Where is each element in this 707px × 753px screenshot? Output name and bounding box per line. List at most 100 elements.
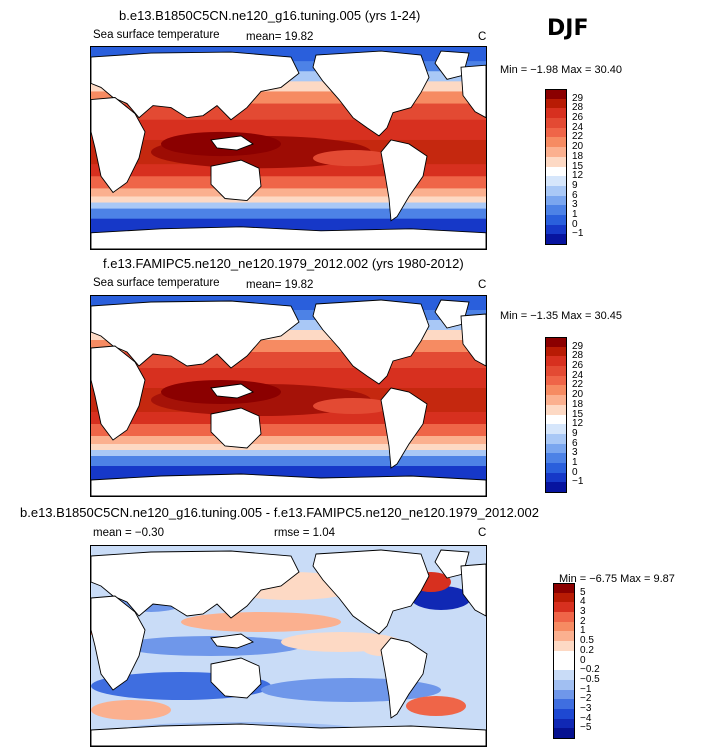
colorbar-tick-label: 29 [572, 340, 584, 352]
colorbar-tick-label: −1 [580, 683, 592, 695]
panel-1-variable: Sea surface temperature [93, 29, 220, 41]
antarctica-landmass [91, 723, 486, 746]
colorbar-swatch [545, 375, 567, 386]
colorbar-swatch [545, 166, 567, 177]
colorbar-tick-label: −5 [580, 722, 592, 734]
europe-africa-east-landmass [460, 64, 486, 119]
colorbar-swatch [553, 631, 575, 642]
panel-3-rmse: rmse = 1.04 [274, 527, 336, 539]
colorbar-tick-label: 9 [572, 427, 578, 439]
colorbar-tick-label: 1 [572, 456, 578, 468]
colorbar-tick-label: −1 [572, 476, 584, 488]
diff-patch [121, 636, 301, 656]
colorbar-tick-label: 6 [572, 189, 578, 201]
colorbar-swatch [553, 641, 575, 652]
maritime-continent-islands [210, 633, 254, 649]
colorbar-swatch [545, 462, 567, 474]
colorbar-tick-label: −0.2 [580, 664, 600, 676]
colorbar-tick-label: 28 [572, 350, 584, 362]
sst-latitude-band [91, 424, 486, 437]
colorbar-tick-label: 1 [572, 208, 578, 220]
panel-1-title: b.e13.B1850C5CN.ne120_g16.tuning.005 (yr… [119, 8, 421, 23]
sst-latitude-band [91, 330, 486, 341]
africa-landmass [91, 97, 146, 194]
colorbar-swatch [545, 205, 567, 216]
australia-landmass [210, 407, 262, 449]
colorbar-tick-label: 5 [580, 586, 586, 598]
panel-1-minmax: Min = −1.98 Max = 30.40 [500, 64, 622, 76]
colorbar-tick-label: 2 [580, 615, 586, 627]
colorbar-tick-label: 22 [572, 131, 584, 143]
colorbar-swatch [553, 679, 575, 691]
australia-landmass [210, 159, 262, 201]
continents [91, 549, 486, 746]
panel-2-colorbar: 29 28 26 24 22 20 18 15 12 9 6 3 1 0 −1 [545, 337, 605, 493]
south-america-landmass [380, 637, 428, 719]
colorbar-tick-label: 12 [572, 170, 584, 182]
colorbar-tick-label: 24 [572, 121, 584, 133]
colorbar-tick-label: 18 [572, 150, 584, 162]
colorbar-swatch [545, 453, 567, 464]
colorbar-swatch [545, 346, 567, 357]
colorbar-tick-label: 1 [580, 625, 586, 637]
colorbar-swatch [545, 234, 567, 245]
sst-latitude-band [91, 450, 486, 457]
cold-tongue-patch [313, 150, 393, 167]
cold-tongue-patch [313, 398, 393, 414]
colorbar-swatch [553, 612, 575, 623]
sst-latitude-band [91, 436, 486, 445]
sst-latitude-band [91, 176, 486, 189]
colorbar-tick-label: 0 [572, 218, 578, 230]
sst-latitude-band [91, 202, 486, 210]
sst-latitude-band [91, 196, 486, 204]
panel-2-map [90, 295, 487, 497]
colorbar-swatch [553, 660, 575, 671]
panel-3-minmax: Min = −6.75 Max = 9.87 [559, 573, 675, 585]
sst-latitude-band [91, 444, 486, 451]
panel-3-units: C [478, 527, 487, 539]
season-label: DJF [547, 16, 589, 41]
antarctica-landmass [91, 226, 486, 249]
colorbar-swatch [545, 127, 567, 138]
colorbar-swatch [545, 98, 567, 109]
colorbar-tick-label: 15 [572, 160, 584, 172]
colorbar-swatch [545, 472, 567, 483]
colorbar-swatch [545, 108, 567, 119]
europe-africa-east-landmass [460, 563, 486, 617]
colorbar-swatch [553, 602, 575, 613]
diff-patch [181, 612, 341, 632]
continents [91, 299, 486, 496]
colorbar-tick-label: 0 [572, 466, 578, 478]
colorbar-tick-label: 0.5 [580, 635, 594, 647]
antarctica-landmass [91, 473, 486, 496]
colorbar-swatch [545, 224, 567, 235]
colorbar-tick-label: 15 [572, 408, 584, 420]
colorbar-swatch [545, 147, 567, 158]
panel-1-mean: mean= 19.82 [246, 31, 314, 43]
panel-3-title: b.e13.B1850C5CN.ne120_g16.tuning.005 - f… [20, 505, 539, 520]
colorbar-swatch [545, 195, 567, 206]
colorbar-swatch [553, 583, 575, 594]
panel-3-mean: mean = −0.30 [93, 527, 164, 539]
south-america-landmass [380, 387, 428, 469]
diff-patch [406, 696, 466, 716]
panel-1-map [90, 46, 487, 250]
colorbar-swatch [553, 718, 575, 729]
colorbar-tick-label: 12 [572, 418, 584, 430]
panel-3-map [90, 545, 487, 747]
colorbar-swatch [553, 689, 575, 700]
colorbar-tick-label: 20 [572, 141, 584, 153]
colorbar-swatch [545, 395, 567, 406]
colorbar-swatch [545, 356, 567, 367]
sst-latitude-band [91, 208, 486, 220]
maritime-continent-islands [210, 383, 254, 399]
maritime-continent-islands [210, 135, 254, 151]
colorbar-tick-label: −1 [572, 228, 584, 240]
colorbar-swatch [553, 621, 575, 632]
africa-landmass [91, 595, 146, 691]
colorbar-swatch [545, 156, 567, 167]
panel-2-minmax: Min = −1.35 Max = 30.45 [500, 310, 622, 322]
colorbar-swatch [545, 443, 567, 454]
panel-2-mean: mean= 19.82 [246, 279, 314, 291]
sst-latitude-band [91, 188, 486, 197]
